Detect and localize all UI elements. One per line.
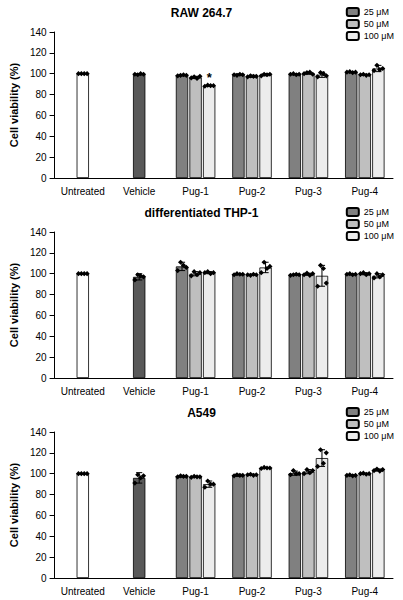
svg-text:50 μM: 50 μM [364,219,389,229]
svg-text:140: 140 [30,427,47,438]
svg-text:60: 60 [35,510,47,521]
svg-text:Pug-4: Pug-4 [351,386,378,397]
svg-text:80: 80 [35,289,47,300]
svg-text:0: 0 [41,573,47,584]
svg-text:Vehicle: Vehicle [123,586,156,597]
svg-text:Cell viability (%): Cell viability (%) [8,62,20,147]
svg-text:Vehicle: Vehicle [123,186,156,197]
svg-text:120: 120 [30,247,47,258]
svg-text:Pug-1: Pug-1 [182,586,209,597]
svg-text:Pug-2: Pug-2 [239,386,266,397]
svg-text:differentiated THP-1: differentiated THP-1 [144,206,258,220]
svg-text:Pug-1: Pug-1 [182,386,209,397]
svg-text:140: 140 [30,227,47,238]
svg-text:120: 120 [30,447,47,458]
svg-text:100: 100 [30,268,47,279]
svg-text:40: 40 [35,531,47,542]
svg-text:*: * [207,70,213,85]
svg-text:50 μM: 50 μM [364,19,389,29]
svg-text:100 μM: 100 μM [364,431,394,441]
svg-text:100: 100 [30,68,47,79]
svg-text:Untreated: Untreated [61,186,105,197]
svg-text:Pug-3: Pug-3 [295,186,322,197]
svg-text:Cell viability (%): Cell viability (%) [8,262,20,347]
svg-text:25 μM: 25 μM [364,407,389,417]
svg-text:80: 80 [35,489,47,500]
svg-text:Pug-4: Pug-4 [351,186,378,197]
svg-text:50 μM: 50 μM [364,419,389,429]
svg-text:A549: A549 [187,406,216,420]
svg-text:20: 20 [35,552,47,563]
svg-text:0: 0 [41,173,47,184]
svg-text:120: 120 [30,47,47,58]
svg-text:20: 20 [35,352,47,363]
svg-text:25 μM: 25 μM [364,7,389,17]
svg-text:80: 80 [35,89,47,100]
svg-text:Pug-2: Pug-2 [239,186,266,197]
svg-text:Pug-3: Pug-3 [295,586,322,597]
svg-text:140: 140 [30,27,47,38]
svg-text:Pug-2: Pug-2 [239,586,266,597]
svg-text:40: 40 [35,131,47,142]
svg-text:Untreated: Untreated [61,586,105,597]
svg-text:Cell viability (%): Cell viability (%) [8,462,20,547]
svg-text:0: 0 [41,373,47,384]
svg-text:Vehicle: Vehicle [123,386,156,397]
svg-text:Pug-3: Pug-3 [295,386,322,397]
svg-text:100 μM: 100 μM [364,231,394,241]
svg-text:Pug-4: Pug-4 [351,586,378,597]
svg-text:40: 40 [35,331,47,342]
svg-text:Pug-1: Pug-1 [182,186,209,197]
svg-text:60: 60 [35,110,47,121]
svg-text:20: 20 [35,152,47,163]
svg-text:RAW 264.7: RAW 264.7 [171,6,233,20]
svg-text:100 μM: 100 μM [364,31,394,41]
svg-text:Untreated: Untreated [61,386,105,397]
svg-text:25 μM: 25 μM [364,207,389,217]
svg-text:100: 100 [30,468,47,479]
svg-text:60: 60 [35,310,47,321]
